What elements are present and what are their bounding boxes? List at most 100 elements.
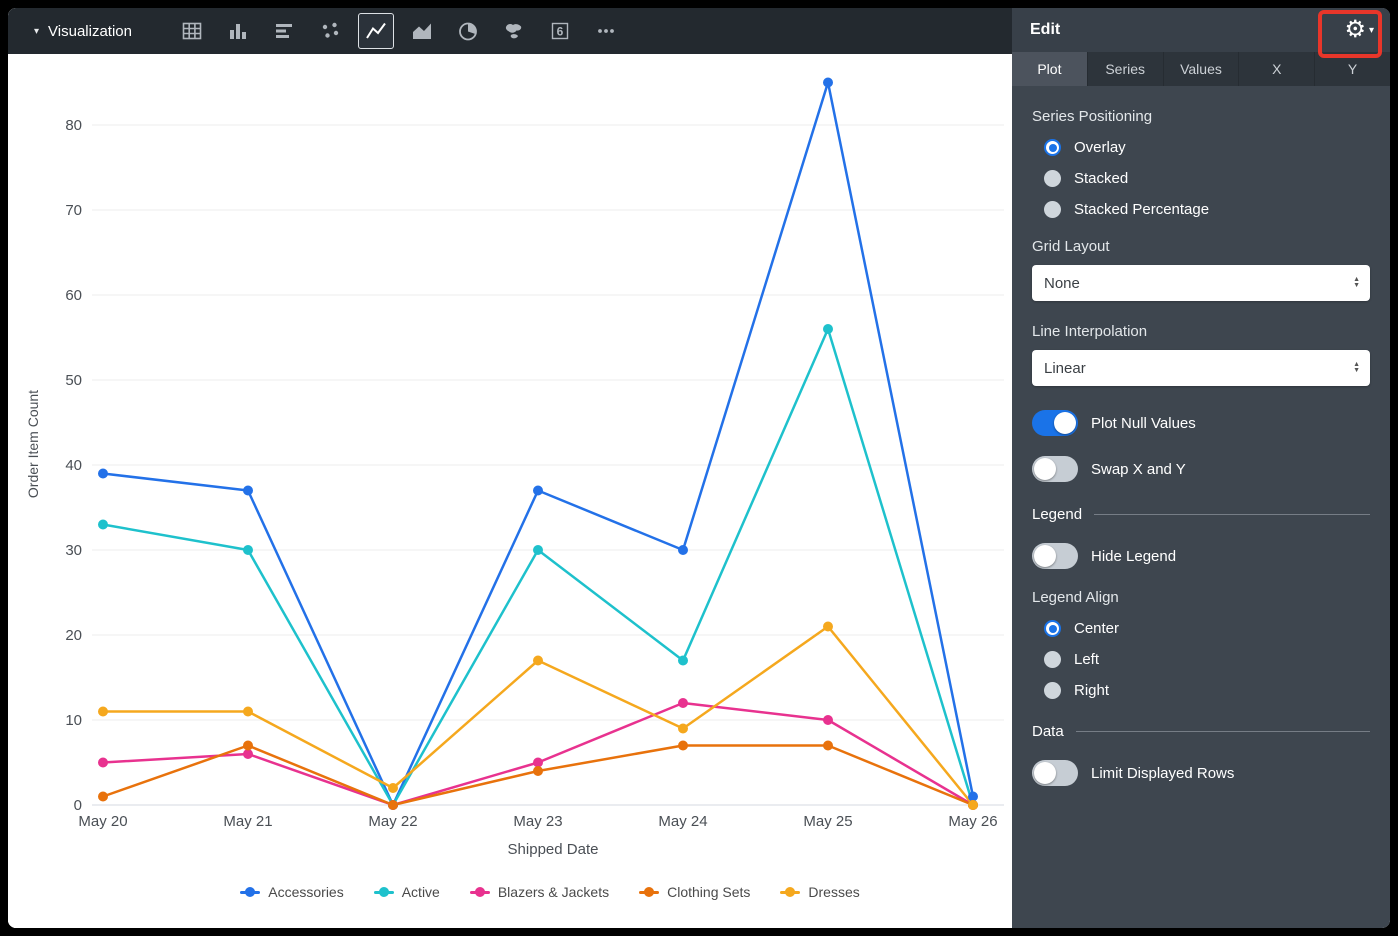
edit-panel: Edit ⚙ ▾ Plot Series Values X Y Series P… bbox=[1012, 8, 1390, 928]
hide-legend-toggle[interactable] bbox=[1032, 543, 1078, 569]
svg-text:80: 80 bbox=[65, 117, 82, 134]
radio-stacked[interactable]: Stacked bbox=[1044, 170, 1370, 187]
svg-text:Shipped Date: Shipped Date bbox=[508, 841, 599, 858]
table-icon[interactable] bbox=[174, 13, 210, 49]
svg-text:10: 10 bbox=[65, 712, 82, 729]
radio-label: Overlay bbox=[1074, 139, 1126, 156]
svg-text:May 26: May 26 bbox=[948, 813, 997, 830]
legend-marker bbox=[240, 886, 261, 898]
radio-label: Stacked Percentage bbox=[1074, 201, 1210, 218]
area-chart-icon[interactable] bbox=[404, 13, 440, 49]
legend-item[interactable]: Accessories bbox=[240, 884, 344, 900]
edit-settings-button[interactable]: ⚙ ▾ bbox=[1344, 18, 1374, 42]
toggle-knob bbox=[1054, 412, 1076, 434]
swap-x-y-toggle[interactable] bbox=[1032, 456, 1078, 482]
radio-right[interactable]: Right bbox=[1044, 682, 1370, 699]
toggle-knob bbox=[1034, 458, 1056, 480]
svg-text:May 23: May 23 bbox=[513, 813, 562, 830]
svg-text:40: 40 bbox=[65, 457, 82, 474]
scatter-icon[interactable] bbox=[312, 13, 348, 49]
legend-marker bbox=[780, 886, 801, 898]
legend-item[interactable]: Dresses bbox=[780, 884, 860, 900]
series-positioning-label: Series Positioning bbox=[1032, 108, 1153, 125]
radio-overlay[interactable]: Overlay bbox=[1044, 139, 1370, 156]
legend-item[interactable]: Blazers & Jackets bbox=[469, 884, 609, 900]
svg-text:May 24: May 24 bbox=[658, 813, 707, 830]
legend-marker bbox=[373, 886, 394, 898]
svg-text:60: 60 bbox=[65, 287, 82, 304]
legend-label: Accessories bbox=[268, 884, 344, 900]
viz-type-icon-row: 6 bbox=[174, 13, 624, 49]
radio-left[interactable]: Left bbox=[1044, 651, 1370, 668]
radio-button[interactable] bbox=[1044, 682, 1061, 699]
section-divider bbox=[1094, 514, 1370, 515]
visualization-collapse-button[interactable]: ▾ Visualization bbox=[34, 23, 132, 40]
toggle-label: Limit Displayed Rows bbox=[1091, 764, 1235, 782]
svg-text:70: 70 bbox=[65, 202, 82, 219]
chevron-down-icon: ▾ bbox=[34, 25, 40, 37]
legend-item[interactable]: Active bbox=[373, 884, 440, 900]
radio-button[interactable] bbox=[1044, 651, 1061, 668]
legend-label: Dresses bbox=[808, 884, 860, 900]
bar-chart-icon[interactable] bbox=[266, 13, 302, 49]
updown-arrows-icon: ▲ ▼ bbox=[1353, 361, 1360, 374]
tab-plot[interactable]: Plot bbox=[1012, 52, 1088, 86]
tab-x[interactable]: X bbox=[1239, 52, 1316, 86]
swap-x-y-row: Swap X and Y bbox=[1032, 456, 1370, 482]
grid-layout-select[interactable]: None ▲ ▼ bbox=[1032, 265, 1370, 301]
single-value-icon[interactable]: 6 bbox=[542, 13, 578, 49]
svg-text:May 25: May 25 bbox=[803, 813, 852, 830]
edit-panel-tabs: Plot Series Values X Y bbox=[1012, 52, 1390, 86]
radio-center[interactable]: Center bbox=[1044, 620, 1370, 637]
tab-series[interactable]: Series bbox=[1088, 52, 1164, 86]
more-options-icon[interactable] bbox=[588, 13, 624, 49]
toggle-label: Swap X and Y bbox=[1091, 460, 1186, 478]
toggle-knob bbox=[1034, 545, 1056, 567]
line-interpolation-label: Line Interpolation bbox=[1032, 323, 1148, 340]
grid-layout-value: None bbox=[1044, 274, 1080, 292]
svg-text:20: 20 bbox=[65, 627, 82, 644]
visualization-title: Visualization bbox=[48, 22, 132, 40]
legend-section-title: Legend bbox=[1032, 506, 1083, 523]
gear-icon: ⚙ bbox=[1344, 16, 1366, 43]
radio-button-selected[interactable] bbox=[1044, 139, 1061, 156]
chart-legend: Accessories Active Blazers & Jackets Clothi… bbox=[8, 884, 1012, 900]
radio-label: Stacked bbox=[1074, 170, 1129, 187]
chart-area: 0 10 20 30 40 50 60 70 80 May 20 May 21 May 22 May 2… bbox=[8, 54, 1012, 928]
map-icon[interactable] bbox=[496, 13, 532, 49]
legend-label: Active bbox=[401, 884, 440, 900]
legend-section-header: Legend bbox=[1032, 506, 1370, 523]
order-item-line-chart: 0 10 20 30 40 50 60 70 80 May 20 May 21 May 22 May 2… bbox=[25, 77, 1004, 858]
legend-marker bbox=[639, 886, 660, 898]
plot-null-values-toggle[interactable] bbox=[1032, 410, 1078, 436]
line-interpolation-select[interactable]: Linear ▲ ▼ bbox=[1032, 350, 1370, 386]
radio-button[interactable] bbox=[1044, 201, 1061, 218]
legend-align-label: Legend Align bbox=[1032, 589, 1119, 606]
series-positioning-group: Overlay Stacked Stacked Percentage bbox=[1044, 139, 1370, 218]
visualization-pane: ▾ Visualization bbox=[8, 8, 1012, 928]
radio-stacked-percentage[interactable]: Stacked Percentage bbox=[1044, 201, 1370, 218]
radio-button-selected[interactable] bbox=[1044, 620, 1061, 637]
svg-text:50: 50 bbox=[65, 372, 82, 389]
data-section-header: Data bbox=[1032, 723, 1370, 740]
visualization-toolbar: ▾ Visualization bbox=[8, 8, 1012, 54]
tab-y[interactable]: Y bbox=[1347, 61, 1358, 77]
legend-marker bbox=[469, 886, 490, 898]
tab-values[interactable]: Values bbox=[1164, 52, 1240, 86]
hide-legend-row: Hide Legend bbox=[1032, 543, 1370, 569]
app-window: ▾ Visualization bbox=[8, 8, 1390, 928]
radio-label: Center bbox=[1074, 620, 1120, 637]
limit-displayed-rows-toggle[interactable] bbox=[1032, 760, 1078, 786]
legend-item[interactable]: Clothing Sets bbox=[639, 884, 750, 900]
radio-button[interactable] bbox=[1044, 170, 1061, 187]
svg-text:May 22: May 22 bbox=[368, 813, 417, 830]
legend-label: Clothing Sets bbox=[667, 884, 751, 900]
toggle-knob bbox=[1034, 762, 1056, 784]
radio-label: Right bbox=[1074, 682, 1110, 699]
line-chart-icon[interactable] bbox=[357, 13, 394, 49]
pie-chart-icon[interactable] bbox=[450, 13, 486, 49]
grid-layout-label: Grid Layout bbox=[1032, 238, 1110, 255]
column-chart-icon[interactable] bbox=[220, 13, 256, 49]
svg-text:30: 30 bbox=[65, 542, 82, 559]
section-divider bbox=[1075, 731, 1370, 732]
